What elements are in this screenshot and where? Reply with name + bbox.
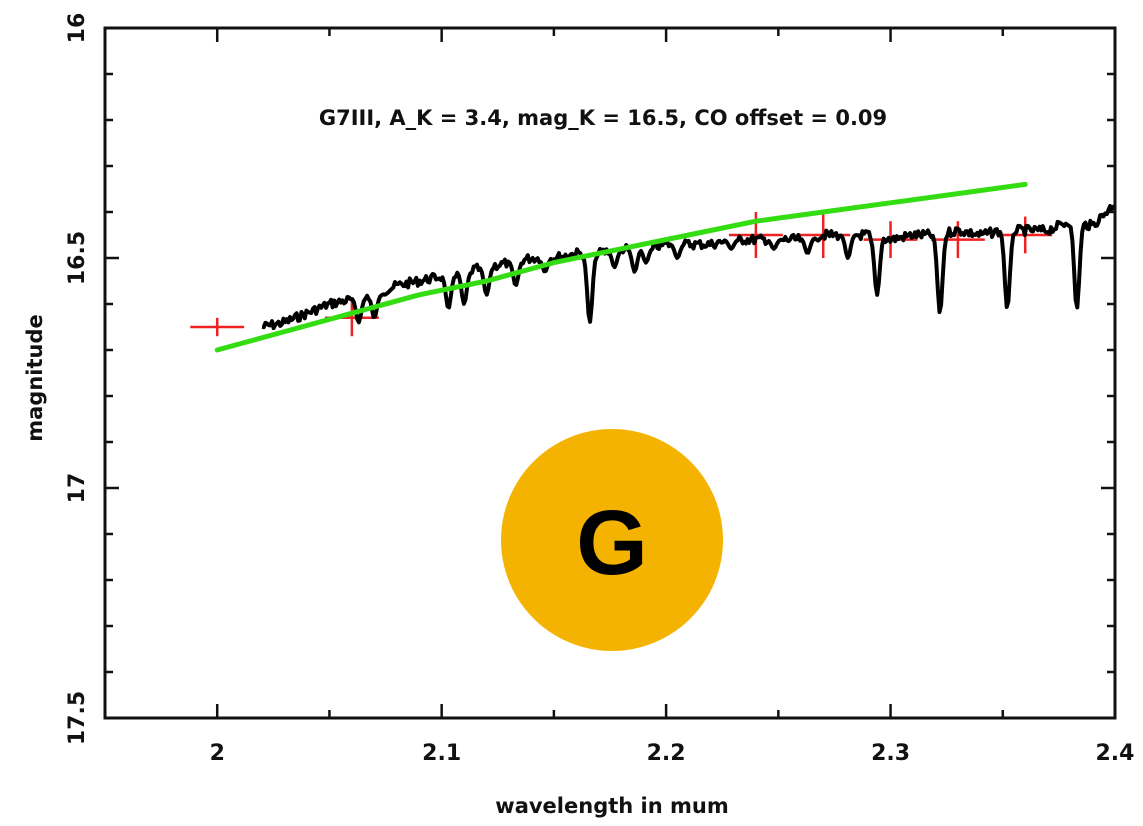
x-tick-label: 2 — [210, 741, 225, 766]
y-tick-label: 17.5 — [65, 691, 90, 745]
x-axis-title: wavelength in mum — [495, 794, 728, 818]
badge-circle — [501, 429, 723, 651]
x-tick-label: 2.4 — [1096, 741, 1135, 766]
plot-frame — [103, 26, 1117, 720]
y-tick-label: 16.5 — [65, 231, 90, 285]
x-tick-label: 2.2 — [647, 741, 686, 766]
photometry-point — [190, 317, 245, 337]
y-tick-label: 16 — [65, 13, 90, 44]
badge-letter: G — [576, 492, 648, 594]
series-layer — [190, 181, 1116, 353]
y-tick-label: 17 — [65, 473, 90, 504]
y-tick-labels: 16 16.5 17 17.5 — [65, 13, 90, 745]
model-line — [214, 181, 1028, 353]
x-tick-labels: 2 2.1 2.2 2.3 2.4 — [210, 741, 1135, 766]
x-tick-label: 2.3 — [871, 741, 910, 766]
badge: G — [501, 429, 723, 651]
spectrum-line — [261, 204, 1116, 331]
x-tick-label: 2.1 — [422, 741, 461, 766]
chart-annotation: G7III, A_K = 3.4, mag_K = 16.5, CO offse… — [319, 106, 887, 130]
y-axis-title: magnitude — [23, 314, 47, 442]
